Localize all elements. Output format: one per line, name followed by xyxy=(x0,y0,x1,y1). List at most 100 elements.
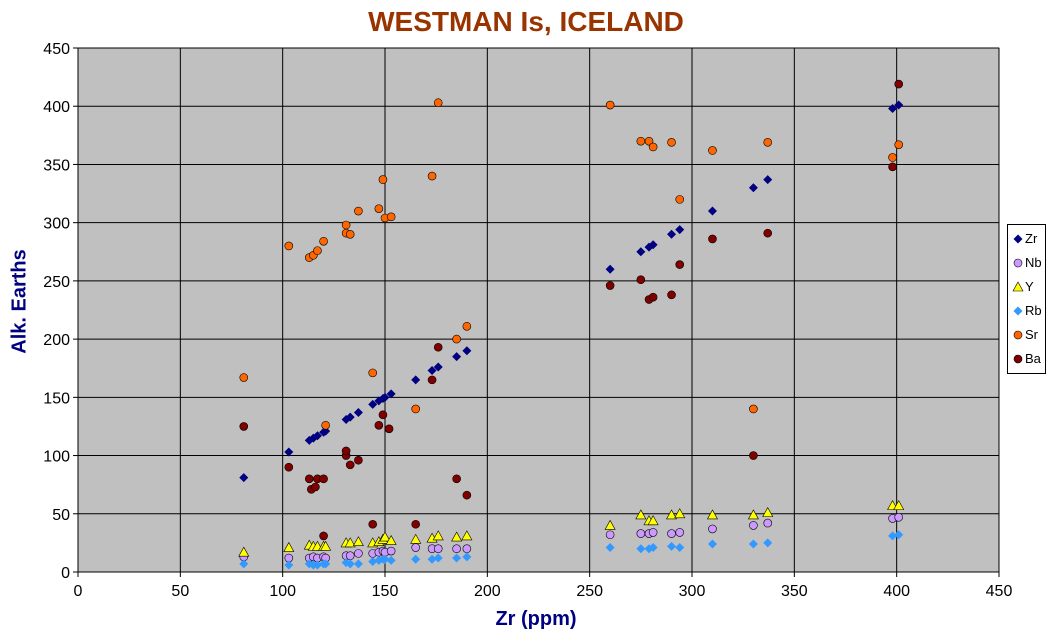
data-point-zr xyxy=(675,225,685,235)
data-point-sr xyxy=(648,142,658,152)
data-point-ba xyxy=(452,474,461,484)
data-point-rb xyxy=(667,541,677,551)
legend-marker-zr xyxy=(1013,234,1023,244)
data-point-zr xyxy=(312,431,322,441)
axes: 0 50 100 150 200 250 300 350 400 450 0 50 100 150 200 2… xyxy=(43,41,1012,600)
data-point-sr xyxy=(239,373,249,382)
y-tick-label: 400 xyxy=(43,99,70,116)
legend-symbol xyxy=(1013,234,1023,244)
data-point-rb xyxy=(636,544,646,554)
x-tick-label: 50 xyxy=(171,583,189,600)
data-point-ba xyxy=(888,162,897,172)
y-tick-label: 0 xyxy=(61,565,70,582)
legend-label: Sr xyxy=(1025,327,1038,342)
data-point-ba xyxy=(894,79,904,89)
data-point-y xyxy=(893,500,905,510)
data-point-rb xyxy=(368,557,378,567)
data-point-ba xyxy=(319,474,328,484)
data-point-nb xyxy=(675,528,685,537)
series-sr xyxy=(239,98,904,430)
data-point-y xyxy=(666,509,678,520)
data-point-zr xyxy=(380,392,390,402)
data-point-zr xyxy=(452,352,462,362)
data-point-ba xyxy=(605,281,615,290)
data-point-ba xyxy=(311,482,320,492)
data-point-zr xyxy=(648,240,658,250)
data-point-zr xyxy=(427,366,437,376)
data-point-y xyxy=(461,530,473,541)
data-point-rb xyxy=(894,530,904,540)
data-point-sr xyxy=(644,136,654,146)
x-tick-label: 250 xyxy=(576,583,603,600)
data-point-ba xyxy=(675,260,685,269)
series-nb xyxy=(239,512,904,563)
x-tick-label: 150 xyxy=(372,583,399,600)
data-point-zr xyxy=(353,407,363,417)
data-point-sr xyxy=(667,138,676,147)
legend-marker-nb xyxy=(1013,258,1023,268)
data-point-y xyxy=(747,509,759,520)
y-tick-label: 200 xyxy=(43,332,70,349)
x-tick-label: 350 xyxy=(781,583,808,600)
data-point-rb xyxy=(433,553,443,563)
legend-symbol xyxy=(1013,330,1023,340)
data-point-sr xyxy=(313,246,322,255)
data-point-y xyxy=(385,534,397,545)
data-point-ba xyxy=(636,275,646,285)
data-point-sr xyxy=(636,136,646,146)
data-point-sr xyxy=(888,153,897,162)
data-point-rb xyxy=(427,554,437,564)
data-point-nb xyxy=(433,544,443,554)
data-point-ba xyxy=(763,228,773,238)
data-point-rb xyxy=(763,538,773,548)
data-point-sr xyxy=(763,138,773,147)
data-point-sr xyxy=(321,420,330,430)
data-point-ba xyxy=(427,375,437,385)
x-tick-label: 200 xyxy=(474,583,501,600)
plot-area xyxy=(77,47,1000,573)
x-tick-label: 0 xyxy=(74,583,83,600)
y-tick-label: 450 xyxy=(43,41,70,58)
data-point-rb xyxy=(386,555,396,565)
data-point-ba xyxy=(374,420,384,430)
data-point-sr xyxy=(319,236,328,246)
y-tick-label: 100 xyxy=(43,449,70,466)
legend-marker-sr xyxy=(1013,330,1023,340)
y-tick-label: 250 xyxy=(43,274,70,291)
data-point-sr xyxy=(675,195,685,204)
legend-symbol xyxy=(1012,281,1024,292)
data-point-y xyxy=(647,515,659,526)
data-point-zr xyxy=(411,375,421,385)
x-tick-label: 100 xyxy=(269,583,296,600)
data-point-sr xyxy=(284,241,294,251)
legend-symbol xyxy=(1013,354,1023,364)
data-point-sr xyxy=(605,100,615,110)
data-points xyxy=(238,79,905,570)
data-point-rb xyxy=(239,559,249,569)
data-point-zr xyxy=(284,447,294,457)
legend-label: Zr xyxy=(1025,231,1038,246)
data-point-ba xyxy=(354,455,363,465)
data-point-zr xyxy=(605,264,615,274)
data-point-zr xyxy=(894,100,904,110)
series-ba xyxy=(239,79,904,541)
chart-title: WESTMAN Is, ICELAND xyxy=(368,6,684,37)
data-point-y xyxy=(379,531,391,542)
data-point-rb xyxy=(284,560,294,570)
data-point-y xyxy=(344,537,356,548)
data-point-sr xyxy=(433,98,443,108)
data-point-nb xyxy=(605,530,615,540)
legend-label: Y xyxy=(1025,279,1034,294)
data-point-y xyxy=(451,531,463,542)
data-point-ba xyxy=(749,451,758,460)
data-point-ba xyxy=(384,424,394,434)
data-point-nb xyxy=(667,529,676,538)
data-point-rb xyxy=(707,539,717,549)
data-point-nb xyxy=(763,518,773,528)
series-y xyxy=(238,500,905,557)
data-point-nb xyxy=(636,529,646,538)
data-point-zr xyxy=(888,104,898,114)
data-point-ba xyxy=(648,292,658,302)
data-point-nb xyxy=(462,544,472,554)
gridlines xyxy=(78,47,1000,572)
